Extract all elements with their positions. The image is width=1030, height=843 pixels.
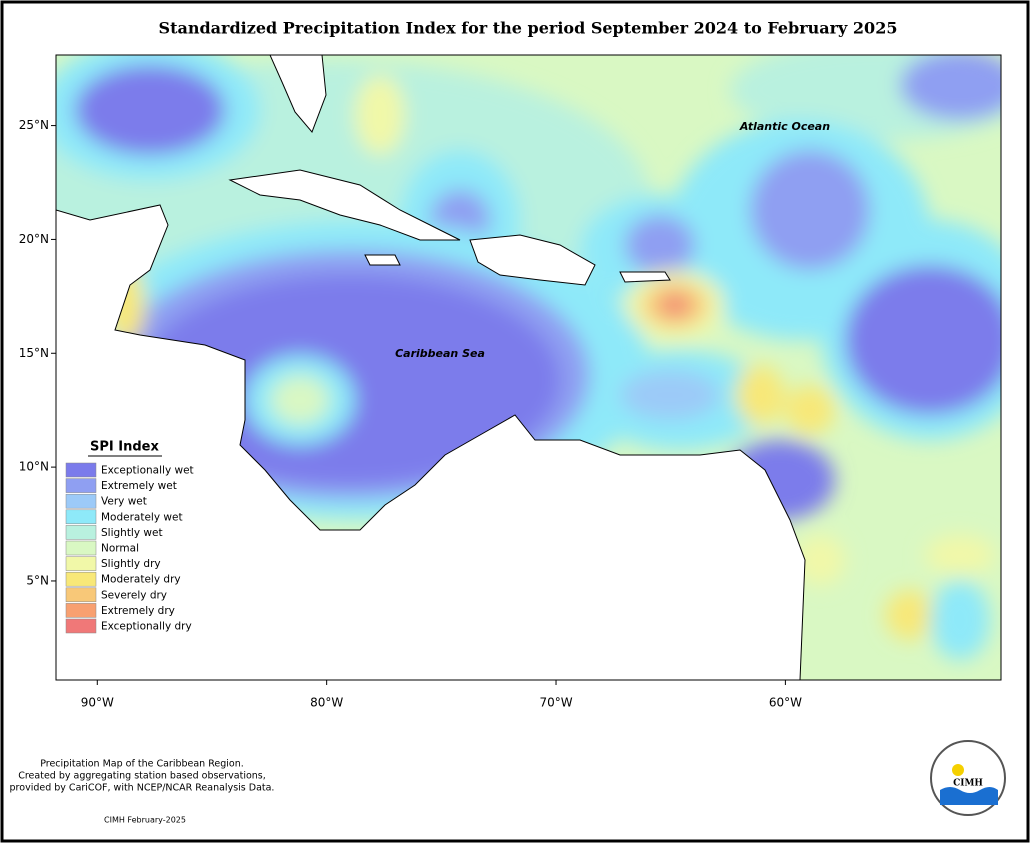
legend-label: Moderately wet bbox=[101, 511, 183, 523]
legend-swatch bbox=[65, 509, 97, 525]
legend-label: Extremely wet bbox=[101, 480, 177, 492]
y-tick-label: 15°N bbox=[19, 346, 49, 360]
x-tick-label: 70°W bbox=[539, 696, 572, 710]
legend-label: Slightly dry bbox=[101, 558, 161, 570]
y-tick-label: 10°N bbox=[19, 460, 49, 474]
legend-label: Slightly wet bbox=[101, 527, 163, 539]
land bbox=[56, 55, 806, 680]
footer-credit: CIMH February-2025 bbox=[104, 816, 186, 825]
footer-line: provided by CariCOF, with NCEP/NCAR Rean… bbox=[10, 783, 275, 794]
legend-title: SPI Index bbox=[90, 440, 159, 455]
axes: 90°W 80°W 70°W 60°W 25°N 20°N 15°N 10°N 5°N bbox=[19, 118, 802, 709]
legend-swatch bbox=[65, 618, 97, 634]
legend-swatch bbox=[65, 462, 97, 478]
logo-text: CIMH bbox=[953, 779, 983, 789]
x-tick-label: 80°W bbox=[310, 696, 343, 710]
footer: Precipitation Map of the Caribbean Regio… bbox=[10, 759, 275, 825]
logo-waves bbox=[940, 787, 998, 805]
legend-swatch bbox=[65, 525, 97, 540]
map-label: Caribbean Sea bbox=[395, 347, 485, 360]
footer-line: Precipitation Map of the Caribbean Regio… bbox=[40, 759, 244, 770]
legend-swatch bbox=[65, 540, 97, 556]
y-tick-label: 25°N bbox=[19, 118, 49, 132]
x-tick-label: 90°W bbox=[81, 696, 114, 710]
logo-sun bbox=[952, 764, 964, 776]
legend-swatch bbox=[65, 587, 97, 603]
legend-label: Exceptionally wet bbox=[101, 465, 194, 477]
map: Atlantic Ocean Caribbean Sea bbox=[56, 55, 1001, 680]
y-tick-label: 20°N bbox=[19, 232, 49, 246]
legend-label: Exceptionally dry bbox=[101, 621, 192, 633]
map-label: Atlantic Ocean bbox=[739, 120, 830, 133]
legend-swatch bbox=[65, 493, 97, 509]
map-border bbox=[55, 54, 1002, 681]
y-tick-label: 5°N bbox=[26, 573, 49, 587]
legend: SPI Index Exceptionally wet Extremely wet… bbox=[65, 440, 194, 634]
legend-swatch bbox=[65, 556, 97, 571]
x-tick-label: 60°W bbox=[769, 696, 802, 710]
legend-label: Normal bbox=[101, 543, 139, 555]
logo: CIMH bbox=[930, 740, 1006, 816]
legend-swatch bbox=[65, 571, 97, 587]
legend-swatch bbox=[65, 478, 97, 493]
legend-label: Extremely dry bbox=[101, 605, 175, 617]
legend-swatch bbox=[65, 603, 97, 618]
legend-label: Moderately dry bbox=[101, 574, 181, 586]
footer-line: Created by aggregating station based obs… bbox=[18, 771, 266, 782]
legend-label: Severely dry bbox=[101, 589, 167, 601]
legend-label: Very wet bbox=[101, 496, 147, 508]
title: Standardized Precipitation Index for the… bbox=[159, 19, 898, 38]
